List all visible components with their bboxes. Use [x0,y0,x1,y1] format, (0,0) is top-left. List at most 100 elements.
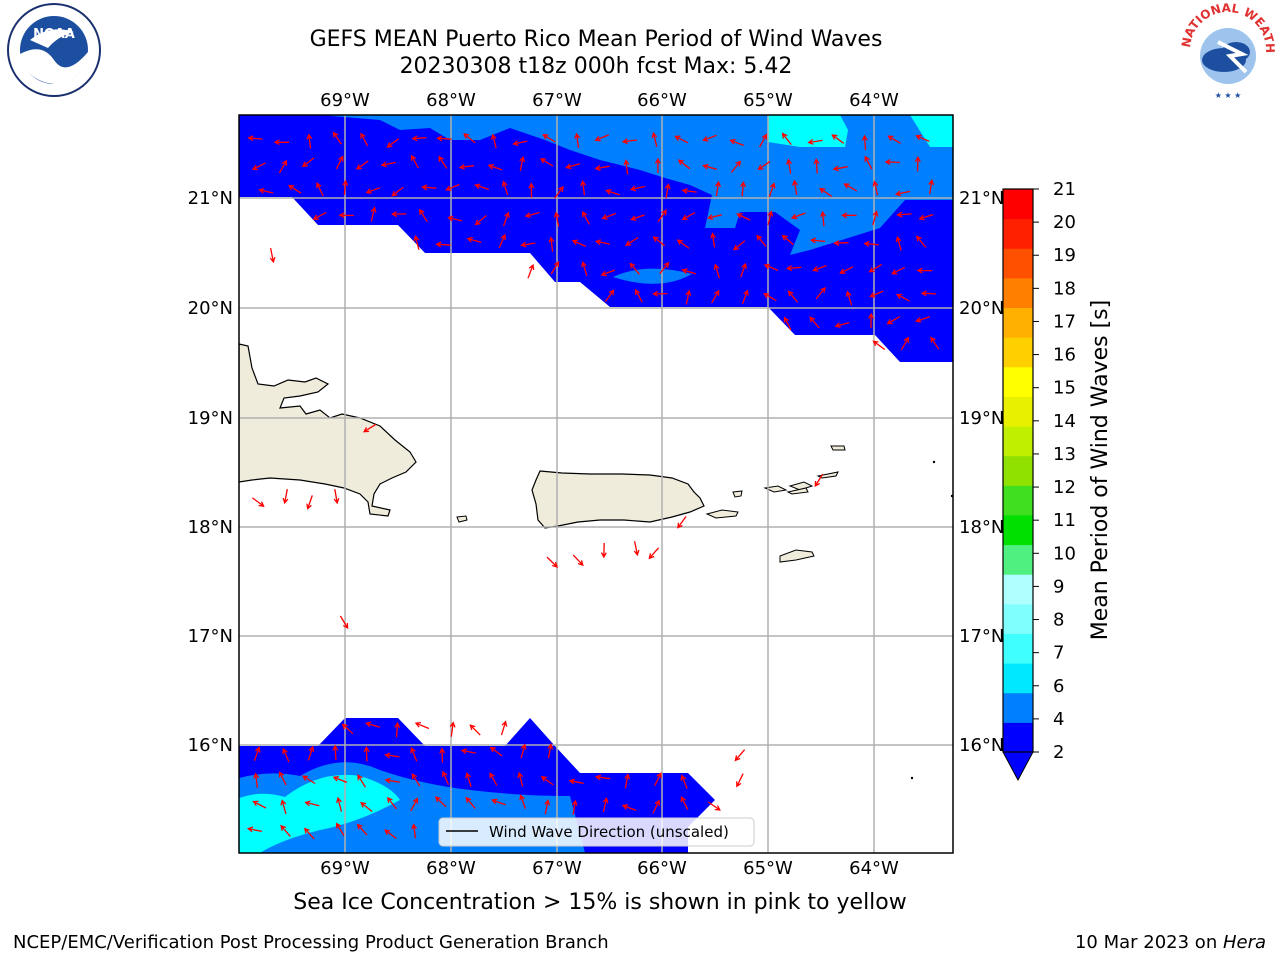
wave-direction-arrow [652,290,668,297]
lat-label: 21°N [188,188,233,209]
wave-direction-arrow [460,748,476,755]
wave-direction-arrow [341,723,354,735]
colorbar-tick-label: 2 [1053,742,1064,763]
lon-label: 69°W [320,858,370,879]
wave-direction-arrow [380,161,396,168]
colorbar-level [1003,722,1033,753]
wave-direction-arrow [767,210,774,226]
colorbar-tick-label: 13 [1053,444,1076,465]
wave-direction-arrow [730,160,742,173]
wave-direction-arrow [809,237,826,244]
wave-direction-arrow [548,236,555,252]
wave-direction-arrow [547,743,554,759]
wave-direction-arrow [756,234,767,247]
wave-direction-arrow [872,340,886,351]
wave-direction-arrow [681,212,696,220]
wave-direction-arrow [574,132,581,148]
wave-direction-arrow [413,234,420,250]
colorbar-frame [1002,188,1034,753]
colorbar-tick-label: 12 [1053,477,1076,498]
wave-direction-arrow [861,134,868,150]
tortola-island [786,487,809,495]
wave-direction-arrow [512,140,528,147]
wave-direction-arrow [863,240,879,247]
wave-direction-arrow [886,316,901,325]
wave-direction-arrow [469,724,481,736]
wave-direction-arrow [702,163,718,171]
wave-direction-arrow [605,189,620,196]
wave-direction-arrow [463,133,476,144]
lon-label: 68°W [426,858,476,879]
wave-direction-arrow [447,215,463,222]
wave-direction-arrow [568,778,584,785]
wave-direction-arrow [928,179,935,195]
wave-direction-arrow [258,187,274,194]
wave-direction-arrow [554,185,564,199]
wave-direction-arrow [414,721,430,730]
wave-direction-arrow [601,212,617,220]
lon-label: 67°W [532,858,582,879]
colorbar-level [1003,692,1033,723]
wave-direction-arrow [520,743,527,759]
wave-direction-arrow [280,799,287,815]
wave-direction-arrow [419,208,428,223]
lon-label: 69°W [320,90,370,111]
wave-direction-arrow [915,134,930,142]
lat-label: 20°N [959,298,1004,319]
wave-direction-arrow [734,749,746,762]
lat-label: 17°N [959,626,1004,647]
wave-direction-arrow [915,316,930,323]
lon-label: 65°W [743,858,793,879]
wave-direction-arrow [786,158,793,174]
wave-direction-arrow [338,212,354,219]
wave-direction-arrow [740,262,747,278]
wave-direction-arrow [247,135,263,142]
wave-direction-arrow [654,772,662,787]
colorbar-levels [1003,189,1033,753]
wave-direction-arrow [435,241,451,248]
lon-label: 66°W [637,858,687,879]
wave-direction-arrow [390,211,407,218]
wave-direction-arrow [629,185,645,192]
wave-direction-arrow [363,746,370,762]
wave-direction-arrow [896,293,910,302]
colorbar-level [1003,189,1033,220]
wave-direction-arrow [624,773,631,789]
wave-direction-arrow [914,155,921,172]
wave-direction-arrow [306,133,313,149]
wave-direction-arrow [869,290,884,298]
wave-direction-arrow [252,497,265,508]
wave-direction-arrow [736,773,744,788]
wave-direction-arrow [365,187,381,194]
wave-direction-arrow [411,773,421,787]
wave-direction-arrow [681,187,697,194]
nws-logo: NATIONAL WEATHER SERVICE ★ ★ ★ [1176,2,1277,100]
wave-direction-arrow [333,488,340,505]
wave-direction-arrow [807,138,823,145]
colorbar-tick-label: 16 [1053,345,1076,366]
lat-label: 19°N [959,408,1004,429]
wave-direction-arrow [702,134,717,142]
wave-direction-arrow [474,183,490,191]
wave-direction-arrow [502,211,510,227]
colorbar-tick-label: 6 [1053,676,1064,697]
colorbar-level [1003,574,1033,605]
wave-direction-arrow [411,823,418,839]
credit-date-text: 10 Mar 2023 on [1074,932,1223,953]
colorbar-tick-label: 10 [1053,543,1076,564]
wave-direction-arrow [540,776,554,786]
wave-direction-arrow [362,423,377,433]
wave-direction-arrow [621,804,637,812]
wave-direction-arrow [517,771,524,787]
wave-direction-arrow [664,182,671,199]
wave-direction-arrow [491,798,506,806]
wave-direction-arrow [711,289,720,304]
wave-direction-arrow [357,774,366,788]
wave-direction-arrow [312,212,327,220]
vieques-island [705,509,739,519]
wave-direction-arrow [384,829,397,840]
wave-direction-arrow [839,266,854,274]
colorbar-level [1003,633,1033,664]
colorbar-tick-label: 11 [1053,510,1076,531]
wave-direction-arrow [336,796,343,812]
